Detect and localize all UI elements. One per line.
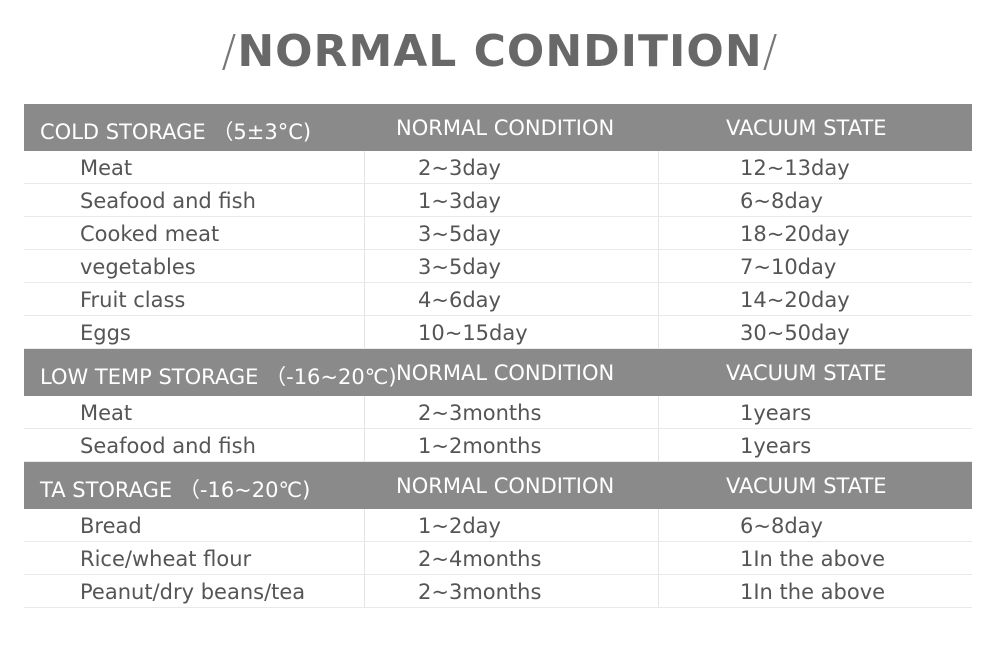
vacuum-cell: 7~10day [740,255,837,279]
title-left-slash: / [221,26,238,77]
normal-cell: 4~6day [418,288,501,312]
table-row: Rice/wheat flour 2~4months 1In the above [24,542,972,575]
normal-cell: 2~3months [418,401,542,425]
food-cell: Meat [80,401,133,425]
table-row: Eggs 10~15day 30~50day [24,316,972,349]
table-row: Bread 1~2day 6~8day [24,509,972,542]
table-row: Meat 2~3day 12~13day [24,151,972,184]
vacuum-cell: 1years [740,401,812,425]
section-header-ta-storage: TA STORAGE （-16~20℃) NORMAL CONDITION VA… [24,462,972,509]
food-cell: vegetables [80,255,196,279]
section-header-low-temp-storage: LOW TEMP STORAGE （-16~20℃) NORMAL CONDIT… [24,349,972,396]
normal-cell: 10~15day [418,321,528,345]
header-storage-type: COLD STORAGE （5±3°C) [40,120,312,144]
section-body-ta-storage: Bread 1~2day 6~8day Rice/wheat flour 2~4mon… [24,509,972,608]
header-normal-condition: NORMAL CONDITION [396,361,615,385]
food-cell: Fruit class [80,288,186,312]
header-storage-type: LOW TEMP STORAGE （-16~20℃) [40,365,397,389]
normal-cell: 3~5day [418,222,501,246]
vacuum-cell: 1In the above [740,580,886,604]
vacuum-cell: 18~20day [740,222,850,246]
table-row: Fruit class 4~6day 14~20day [24,283,972,316]
normal-cell: 2~3day [418,156,501,180]
food-cell: Seafood and fish [80,189,256,213]
header-vacuum-state: VACUUM STATE [726,116,887,140]
normal-cell: 3~5day [418,255,501,279]
header-storage-type: TA STORAGE （-16~20℃) [40,478,311,502]
vacuum-cell: 1years [740,434,812,458]
table-row: vegetables 3~5day 7~10day [24,250,972,283]
vacuum-cell: 6~8day [740,514,823,538]
normal-cell: 2~3months [418,580,542,604]
normal-cell: 2~4months [418,547,542,571]
food-cell: Rice/wheat flour [80,547,252,571]
title-right-slash: / [762,26,779,77]
page-title: /NORMAL CONDITION/ [0,26,1000,77]
normal-cell: 1~3day [418,189,501,213]
storage-table: COLD STORAGE （5±3°C) NORMAL CONDITION VA… [24,104,972,608]
food-cell: Seafood and fish [80,434,256,458]
food-cell: Peanut/dry beans/tea [80,580,306,604]
table-row: Peanut/dry beans/tea 2~3months 1In the abo… [24,575,972,608]
vacuum-cell: 30~50day [740,321,850,345]
header-normal-condition: NORMAL CONDITION [396,474,615,498]
table-row: Seafood and fish 1~3day 6~8day [24,184,972,217]
vacuum-cell: 14~20day [740,288,850,312]
header-vacuum-state: VACUUM STATE [726,474,887,498]
normal-cell: 1~2day [418,514,501,538]
section-header-cold-storage: COLD STORAGE （5±3°C) NORMAL CONDITION VA… [24,104,972,151]
table-row: Cooked meat 3~5day 18~20day [24,217,972,250]
section-body-low-temp-storage: Meat 2~3months 1years Seafood and fish 1~2m… [24,396,972,462]
food-cell: Cooked meat [80,222,220,246]
header-vacuum-state: VACUUM STATE [726,361,887,385]
vacuum-cell: 12~13day [740,156,850,180]
food-cell: Eggs [80,321,131,345]
vacuum-cell: 1In the above [740,547,886,571]
section-body-cold-storage: Meat 2~3day 12~13day Seafood and fish 1~3da… [24,151,972,349]
title-text: NORMAL CONDITION [237,26,763,77]
header-normal-condition: NORMAL CONDITION [396,116,615,140]
vacuum-cell: 6~8day [740,189,823,213]
food-cell: Bread [80,514,142,538]
table-row: Seafood and fish 1~2months 1years [24,429,972,462]
food-cell: Meat [80,156,133,180]
table-row: Meat 2~3months 1years [24,396,972,429]
normal-cell: 1~2months [418,434,542,458]
